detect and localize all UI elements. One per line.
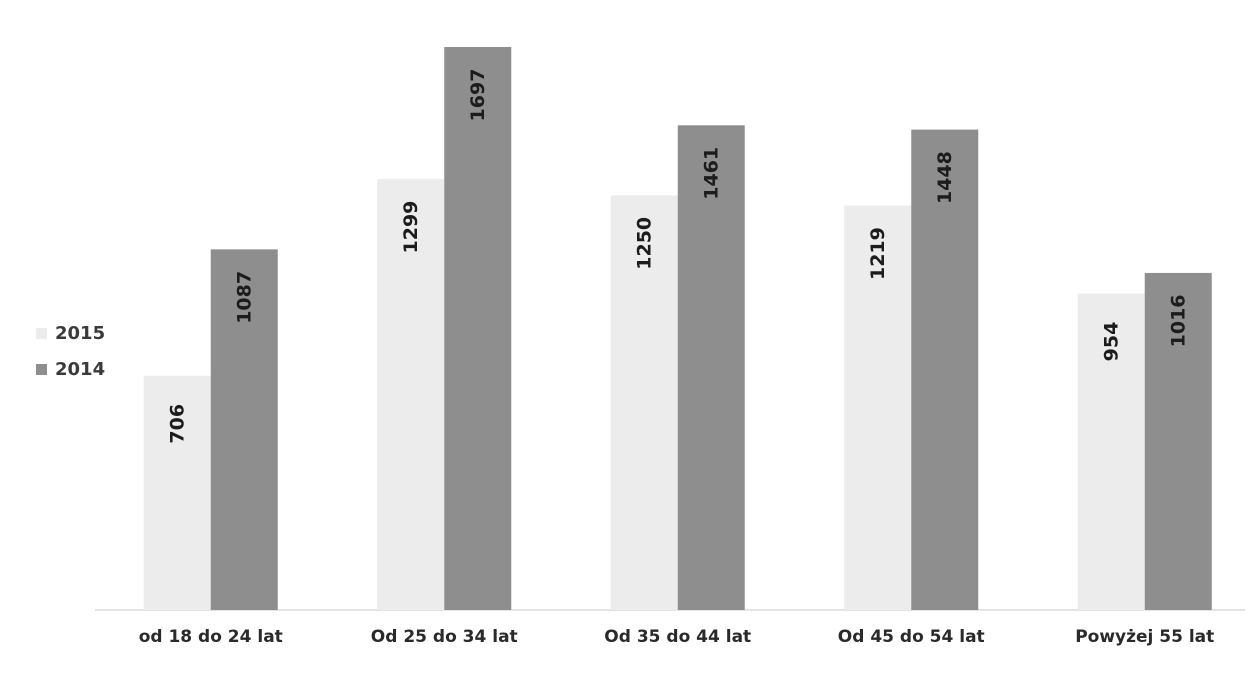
legend-label-2015: 2015: [55, 322, 106, 344]
legend-item-2014: 2014: [36, 351, 105, 387]
value-label-2015-1: 1299: [400, 201, 422, 254]
x-tick-label-1: Od 25 do 34 lat: [371, 627, 518, 647]
bar-2014-2: [677, 125, 745, 611]
x-tick-label-0: od 18 do 24 lat: [139, 627, 283, 647]
value-label-2015-0: 706: [166, 404, 188, 444]
value-label-2015-3: 1219: [867, 227, 889, 280]
bar-2014-1: [444, 47, 512, 610]
bar-2015-0: [143, 375, 211, 610]
legend: 2015 2014: [36, 315, 105, 387]
bar-2015-4: [1077, 293, 1145, 610]
value-label-2014-2: 1461: [700, 147, 722, 200]
bar-2014-0: [210, 249, 278, 610]
value-label-2015-4: 954: [1100, 322, 1122, 362]
x-tick-label-3: Od 45 do 54 lat: [838, 627, 985, 647]
legend-swatch-2015: [36, 327, 47, 339]
bar-2015-2: [610, 195, 678, 610]
value-label-2014-3: 1448: [934, 151, 956, 204]
legend-swatch-2014: [36, 363, 47, 375]
legend-item-2015: 2015: [36, 315, 105, 351]
bar-2015-1: [377, 179, 445, 610]
value-label-2014-1: 1697: [467, 69, 489, 122]
legend-label-2014: 2014: [55, 358, 106, 380]
value-labels-group: 706 1087 1299 1697 1250 1461 1219 1448 954 1016: [166, 69, 1189, 444]
x-tick-label-2: Od 35 do 44 lat: [604, 627, 751, 647]
bars-group: [143, 47, 1212, 611]
x-tick-label-4: Powyżej 55 lat: [1075, 627, 1214, 647]
x-tick-labels-group: od 18 do 24 lat Od 25 do 34 lat Od 35 do 4…: [139, 627, 1215, 647]
bar-2015-3: [844, 205, 912, 610]
bar-2014-3: [911, 129, 979, 611]
value-label-2014-4: 1016: [1167, 294, 1189, 347]
bar-2014-4: [1144, 272, 1212, 610]
value-label-2014-0: 1087: [233, 271, 255, 324]
value-label-2015-2: 1250: [633, 217, 655, 270]
